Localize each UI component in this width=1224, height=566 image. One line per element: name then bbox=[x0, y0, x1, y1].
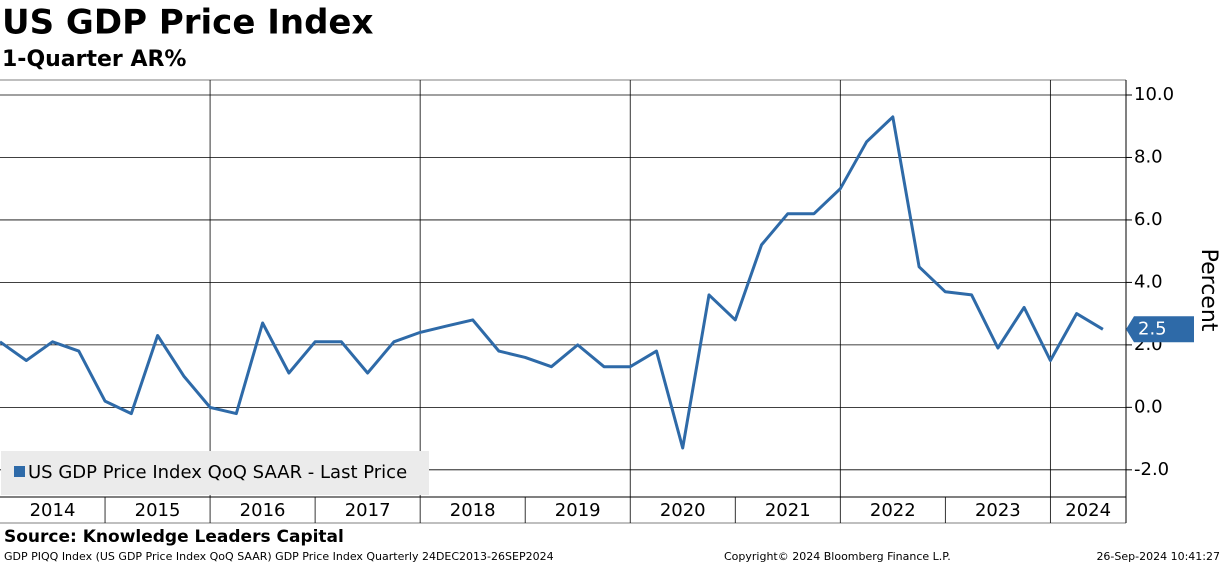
y-tick-label: 6.0 bbox=[1134, 209, 1163, 230]
x-tick-label: 2023 bbox=[975, 500, 1021, 521]
source: Source: Knowledge Leaders Capital bbox=[4, 527, 344, 547]
footer-right: 26-Sep-2024 10:41:27 bbox=[1096, 550, 1220, 563]
footer-center: Copyright© 2024 Bloomberg Finance L.P. bbox=[724, 550, 951, 563]
x-tick-label: 2021 bbox=[765, 500, 811, 521]
legend-swatch bbox=[14, 466, 25, 477]
series-line bbox=[0, 115, 1104, 450]
legend-label: US GDP Price Index QoQ SAAR - Last Price bbox=[28, 462, 407, 483]
y-tick-label: 8.0 bbox=[1134, 146, 1163, 167]
y-tick-label: -2.0 bbox=[1134, 459, 1169, 480]
x-tick-label: 2024 bbox=[1065, 500, 1111, 521]
last-value-tag bbox=[1126, 316, 1194, 343]
plot-area bbox=[0, 80, 1126, 497]
y-axis-label: Percent bbox=[1196, 249, 1221, 332]
x-tick-label: 2017 bbox=[345, 500, 391, 521]
y-tick-label: 0.0 bbox=[1134, 396, 1163, 417]
x-tick-label: 2014 bbox=[30, 500, 76, 521]
last-value-label: 2.5 bbox=[1138, 318, 1167, 339]
chart-title: US GDP Price Index bbox=[2, 3, 373, 43]
x-tick-label: 2016 bbox=[240, 500, 286, 521]
x-tick-label: 2020 bbox=[660, 500, 706, 521]
x-tick-label: 2015 bbox=[135, 500, 181, 521]
y-tick-label: 10.0 bbox=[1134, 84, 1174, 105]
footer-left: GDP PIQQ Index (US GDP Price Index QoQ S… bbox=[4, 550, 554, 563]
legend-box bbox=[1, 451, 429, 495]
chart-subtitle: 1-Quarter AR% bbox=[2, 47, 186, 72]
y-tick-label: 4.0 bbox=[1134, 271, 1163, 292]
x-tick-label: 2018 bbox=[450, 500, 496, 521]
x-tick-label: 2022 bbox=[870, 500, 916, 521]
x-tick-label: 2019 bbox=[555, 500, 601, 521]
